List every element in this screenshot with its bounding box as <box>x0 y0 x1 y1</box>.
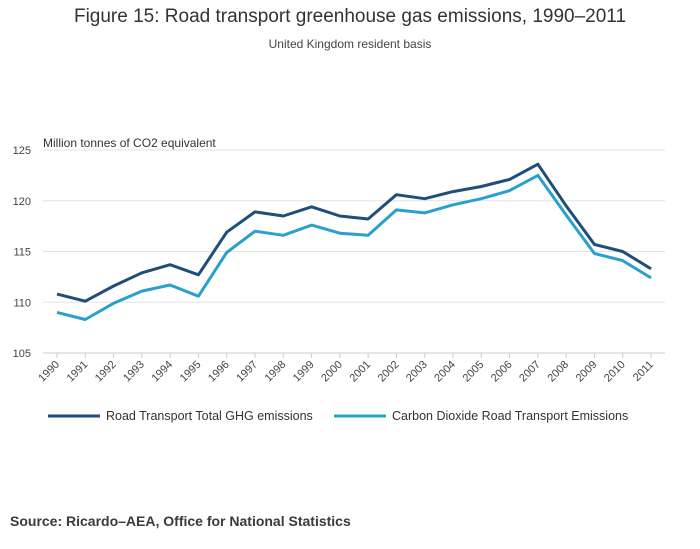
series-lines <box>56 162 652 321</box>
x-tick-label: 1998 <box>263 359 289 385</box>
y-tick-label: 115 <box>13 247 31 259</box>
x-tick-label: 2002 <box>376 359 402 385</box>
y-tick-label: 120 <box>13 196 31 208</box>
x-tick-label: 1994 <box>149 359 175 385</box>
legend-label-2: Carbon Dioxide Road Transport Emissions <box>392 409 628 423</box>
x-tick-label: 1993 <box>121 359 147 385</box>
x-tick-label: 1992 <box>93 359 119 385</box>
y-tick-label: 110 <box>13 297 31 309</box>
legend-label-1: Road Transport Total GHG emissions <box>106 409 313 423</box>
series-line-2 <box>56 173 652 321</box>
x-tick-label: 2003 <box>404 359 430 385</box>
x-tick-label: 1990 <box>36 359 62 385</box>
x-tick-label: 2006 <box>489 359 515 385</box>
source-note: Source: Ricardo–AEA, Office for National… <box>10 513 351 529</box>
x-tick-label: 2000 <box>319 359 345 385</box>
series-line-1 <box>56 162 652 303</box>
x-tick-label: 2009 <box>574 359 600 385</box>
y-tick-label: 105 <box>13 348 31 360</box>
chart-subtitle: United Kingdom resident basis <box>268 37 432 51</box>
x-tick-label: 1991 <box>65 359 91 385</box>
chart-title: Figure 15: Road transport greenhouse gas… <box>73 6 627 27</box>
legend: Road Transport Total GHG emissions Carbon… <box>48 409 628 423</box>
x-tick-label: 1997 <box>234 359 260 385</box>
x-tick-label: 2010 <box>602 359 628 385</box>
x-tick-label: 2008 <box>545 359 571 385</box>
x-tick-label: 2001 <box>347 359 373 385</box>
x-tick-label: 2011 <box>631 359 656 384</box>
x-tick-label: 1999 <box>291 359 317 385</box>
gridlines <box>43 149 665 354</box>
x-tick-label: 2007 <box>517 359 543 385</box>
x-tick-label: 2005 <box>461 359 487 385</box>
y-tick-label: 125 <box>13 145 31 157</box>
y-axis: 105 110 115 120 125 <box>13 145 31 360</box>
x-tick-label: 1996 <box>206 359 232 385</box>
y-axis-label: Million tonnes of CO2 equivalent <box>43 136 216 150</box>
x-tick-label: 2004 <box>432 359 458 385</box>
x-axis: 1990 1991 1992 1993 1994 1995 1996 1997 1998 1999… <box>36 353 656 384</box>
x-tick-label: 1995 <box>178 359 204 385</box>
